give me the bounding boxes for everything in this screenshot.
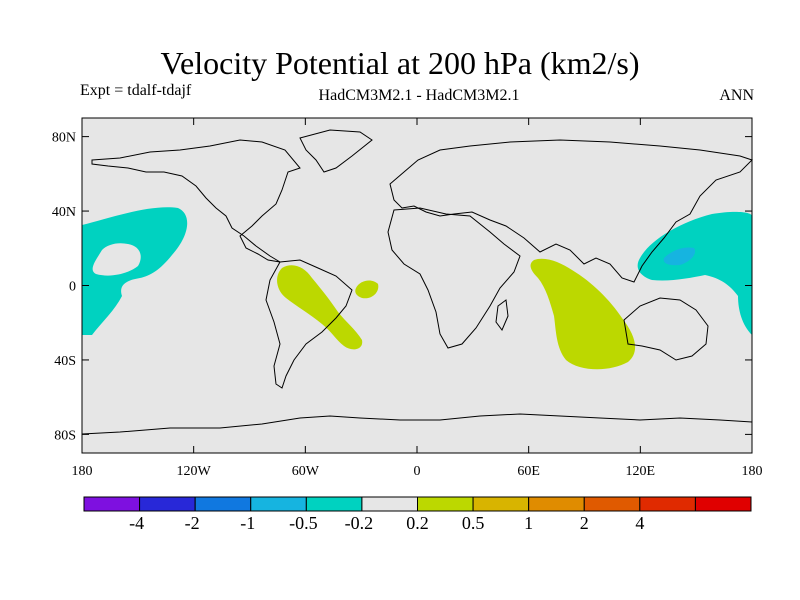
colorbar-swatch [583, 496, 641, 512]
negative-region-west-pacific [637, 211, 752, 335]
colorbar-label: -0.2 [345, 513, 374, 533]
y-tick-label: 40N [52, 205, 76, 220]
colorbar-swatch [361, 496, 418, 512]
positive-region-atlantic [355, 280, 379, 299]
colorbar-label: -4 [129, 513, 144, 533]
y-tick-label: 40S [54, 354, 76, 369]
negative-region-north-pacific [82, 207, 188, 335]
x-tick-label: 0 [414, 464, 421, 479]
coastlines [81, 129, 753, 435]
positive-region-south-america [277, 265, 363, 350]
coast-north-america [91, 139, 301, 263]
colorbar-label: 1 [524, 513, 533, 533]
y-tick-label: 0 [69, 280, 76, 295]
colorbar-swatch [194, 496, 252, 512]
contour-fills [82, 207, 752, 370]
coast-eurasia [389, 139, 753, 283]
colorbar-label: 0.5 [462, 513, 485, 533]
colorbar-swatch [250, 496, 307, 512]
negative-core-west-pacific [663, 247, 696, 266]
colorbar-swatch [83, 496, 141, 512]
y-axis-ticks: 80N 40N 0 40S 80S [52, 131, 752, 443]
x-tick-label: 120W [177, 464, 212, 479]
colorbar-label: -2 [185, 513, 200, 533]
experiment-label: Expt = tdalf-tdajf [80, 82, 192, 99]
colorbar: -4 -2 -1 -0.5 -0.2 0.2 0.5 1 2 4 [83, 496, 752, 533]
colorbar-swatch [694, 496, 752, 512]
coast-africa [387, 207, 521, 349]
coast-greenland [299, 129, 373, 173]
colorbar-label: -0.5 [289, 513, 318, 533]
x-tick-label: 60W [292, 464, 320, 479]
colorbar-swatch [472, 496, 530, 512]
season-label: ANN [719, 87, 754, 104]
y-tick-label: 80S [54, 428, 76, 443]
colorbar-swatch [305, 496, 363, 512]
y-tick-label: 80N [52, 131, 76, 146]
colorbar-label: 2 [580, 513, 589, 533]
coast-australia [623, 297, 709, 361]
map-background [82, 118, 752, 453]
colorbar-label: 0.2 [406, 513, 429, 533]
x-tick-label: 120E [626, 464, 656, 479]
x-tick-label: 180 [72, 464, 93, 479]
positive-region-indian-ocean [530, 258, 636, 370]
colorbar-swatch [139, 496, 196, 512]
colorbar-swatch [417, 496, 474, 512]
coast-antarctica [81, 413, 753, 435]
colorbar-swatch [639, 496, 696, 512]
colorbar-label: -1 [240, 513, 255, 533]
coast-south-america [265, 259, 353, 389]
x-tick-label: 180 [742, 464, 763, 479]
chart-title: Velocity Potential at 200 hPa (km2/s) [160, 45, 640, 81]
x-tick-label: 60E [517, 464, 540, 479]
colorbar-label: 4 [635, 513, 644, 533]
model-label: HadCM3M2.1 - HadCM3M2.1 [318, 87, 520, 104]
coast-madagascar [495, 299, 509, 331]
colorbar-swatch [528, 496, 585, 512]
x-axis-ticks: 180 120W 60W 0 60E 120E 180 [72, 118, 763, 479]
